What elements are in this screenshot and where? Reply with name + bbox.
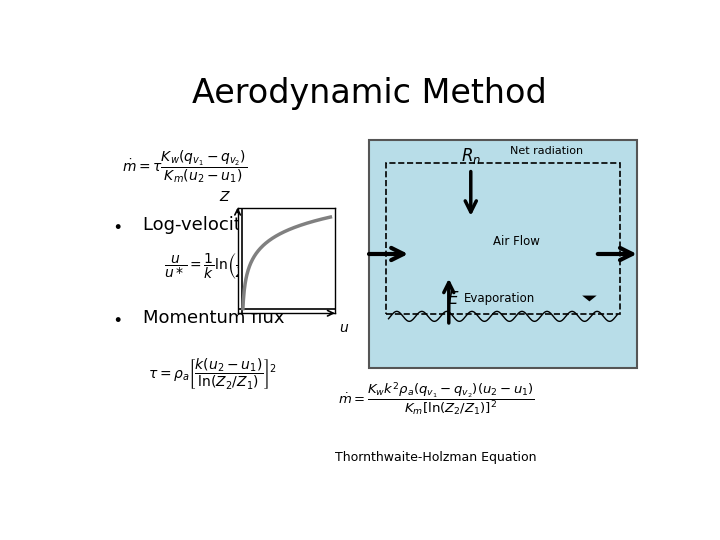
Polygon shape bbox=[582, 295, 597, 301]
Text: $R_n$: $R_n$ bbox=[461, 146, 481, 166]
Text: Net radiation: Net radiation bbox=[510, 146, 583, 156]
Text: $Z$: $Z$ bbox=[219, 191, 231, 204]
Text: $\dfrac{u}{u*} = \dfrac{1}{k}\ln\!\left(\dfrac{Z}{Z_o}\right)$: $\dfrac{u}{u*} = \dfrac{1}{k}\ln\!\left(… bbox=[164, 251, 261, 282]
Bar bbox=[369, 140, 636, 368]
Text: $E$: $E$ bbox=[448, 290, 460, 308]
Text: $\tau = \rho_a \left[\dfrac{k(u_2 - u_1)}{\ln(Z_2/Z_1)}\right]^2$: $\tau = \rho_a \left[\dfrac{k(u_2 - u_1)… bbox=[148, 357, 277, 392]
Text: Momentum flux: Momentum flux bbox=[143, 309, 284, 327]
Bar bbox=[386, 163, 620, 314]
Text: Thornthwaite-Holzman Equation: Thornthwaite-Holzman Equation bbox=[336, 451, 536, 464]
Text: $\dot{m} = \dfrac{K_w k^2 \rho_a (q_{v_1} - q_{v_2})(u_2 - u_1)}{K_m \left[\ln(Z: $\dot{m} = \dfrac{K_w k^2 \rho_a (q_{v_1… bbox=[338, 381, 534, 418]
Text: Air Flow: Air Flow bbox=[493, 235, 540, 248]
Text: $u$: $u$ bbox=[339, 321, 350, 335]
Text: $\bullet$: $\bullet$ bbox=[112, 216, 122, 234]
Text: Log-velocity profile: Log-velocity profile bbox=[143, 216, 315, 234]
Text: Evaporation: Evaporation bbox=[464, 292, 535, 305]
Text: Aerodynamic Method: Aerodynamic Method bbox=[192, 77, 546, 110]
Text: $\dot{m} = \tau \dfrac{K_w(q_{v_1} - q_{v_2})}{K_m(u_2 - u_1)}$: $\dot{m} = \tau \dfrac{K_w(q_{v_1} - q_{… bbox=[122, 148, 248, 185]
Text: $\bullet$: $\bullet$ bbox=[112, 309, 122, 327]
